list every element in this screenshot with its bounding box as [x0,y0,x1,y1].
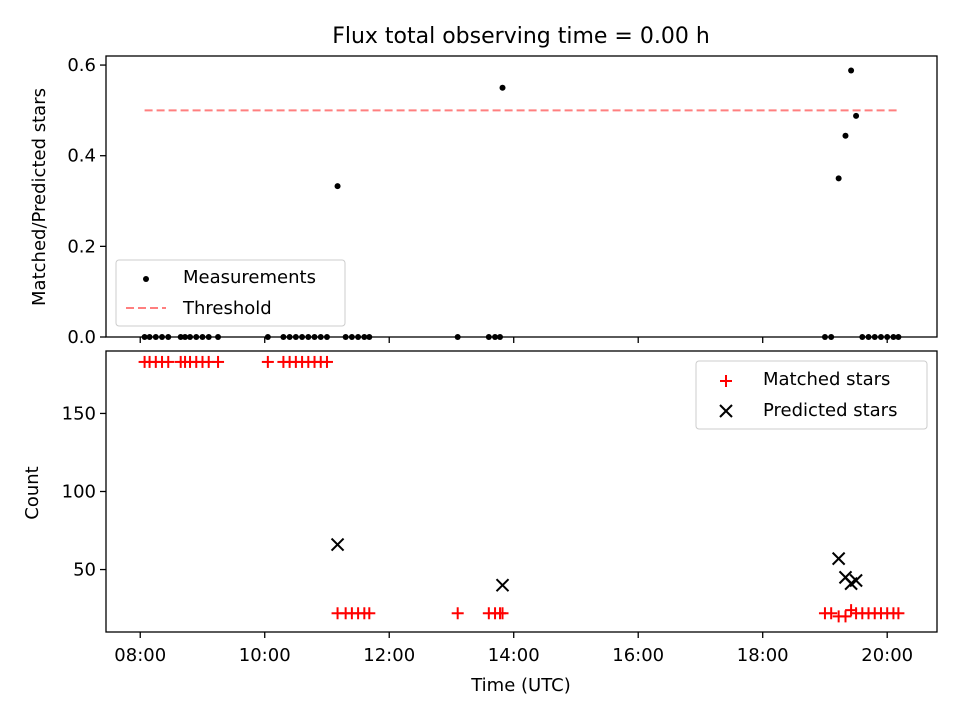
predicted-star-point [330,537,345,552]
bottom-legend-box [695,360,928,430]
bottom-y-axis-label: Count [22,466,43,519]
bottom-x-axis-label: Time (UTC) [470,675,571,696]
bottom-xtick-label: 16:00 [612,645,664,666]
bottom-legend: Matched stars Predicted stars [695,360,928,430]
matched-star-point [162,355,175,368]
matched-star-point [451,607,464,620]
predicted-star-point [849,573,863,588]
matched-star-point [261,355,274,368]
legend-matched-label: Matched stars [763,369,890,390]
bottom-xtick-label: 12:00 [363,645,415,666]
chart-title: Flux total observing time = 0.00 h [332,24,710,49]
measurement-point [835,175,842,182]
top-y-axis-label: Matched/Predicted stars [29,88,50,306]
top-ytick-label: 0.4 [67,146,96,167]
top-axes-frame [105,55,938,338]
matched-star-point [892,607,905,620]
measurement-point [842,132,849,139]
legend-predicted-label: Predicted stars [763,400,897,421]
bottom-xtick-label: 18:00 [737,645,789,666]
top-legend: Measurements Threshold [115,259,346,327]
bottom-xtick-label: 08:00 [114,645,166,666]
matched-star-point [363,607,376,620]
matched-star-point [212,355,225,368]
top-ytick-label: 0.0 [67,327,96,348]
bottom-panel: 50 100 150 08:00 10:00 12:00 14:00 16:00 18:00 2… [22,350,938,696]
measurement-point [334,183,341,190]
matched-star-point [839,610,852,623]
top-ytick-label: 0.2 [67,236,96,257]
matched-star-point [825,607,838,620]
top-ytick-label: 0.6 [67,55,96,76]
measurement-point [853,112,860,119]
top-legend-box [115,259,346,327]
bottom-ytick-label: 50 [73,560,96,581]
measurement-point [848,67,855,74]
matched-star-point [320,355,333,368]
measurement-point [499,84,506,91]
predicted-star-point [831,551,846,566]
bottom-xtick-label: 20:00 [861,645,913,666]
bottom-xtick-label: 10:00 [239,645,291,666]
top-panel: Flux total observing time = 0.00 h 0.0 0.… [29,24,938,348]
legend-matched-marker [720,375,732,387]
bottom-xtick-label: 14:00 [488,645,540,666]
legend-measurements-marker [143,276,149,282]
predicted-star-point [495,578,510,592]
legend-measurements-label: Measurements [183,267,316,288]
legend-threshold-label: Threshold [182,298,272,319]
matched-star-point [496,607,509,620]
legend-predicted-marker [719,404,733,418]
bottom-ytick-label: 150 [62,403,96,424]
bottom-ytick-label: 100 [62,482,96,503]
